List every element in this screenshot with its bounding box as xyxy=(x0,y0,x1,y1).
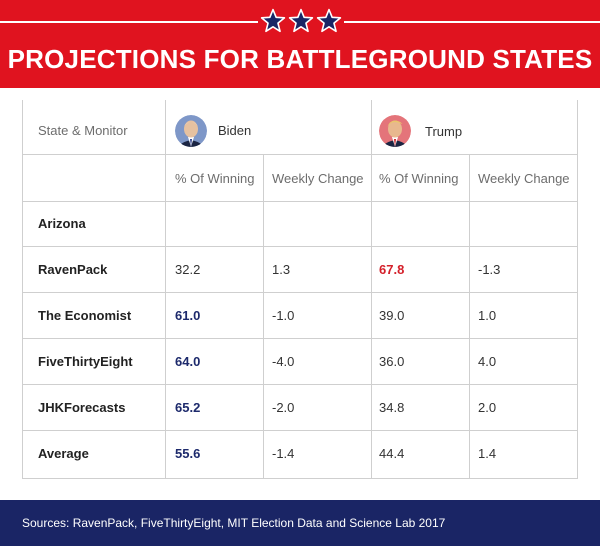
divider-line xyxy=(344,21,600,23)
trump-change-value: 1.0 xyxy=(478,308,497,323)
grid-line xyxy=(165,100,166,479)
sources-text: Sources: RavenPack, FiveThirtyEight, MIT… xyxy=(22,516,446,530)
biden-win-value: 55.6 xyxy=(175,446,201,461)
grid-line xyxy=(22,478,578,479)
biden-win-header: % Of Winning xyxy=(175,171,255,186)
state-monitor-header: State & Monitor xyxy=(38,123,128,138)
grid-line xyxy=(469,154,470,479)
row-label: JHKForecasts xyxy=(38,400,126,415)
biden-change-header: Weekly Change xyxy=(272,171,364,186)
star-icon xyxy=(288,8,314,36)
grid-line xyxy=(22,338,578,339)
footer-bar: Sources: RavenPack, FiveThirtyEight, MIT… xyxy=(0,500,600,546)
trump-change-header: Weekly Change xyxy=(478,171,570,186)
grid-line xyxy=(22,201,578,202)
grid-line xyxy=(22,292,578,293)
row-label: Average xyxy=(38,446,89,461)
biden-change-value: -1.0 xyxy=(272,308,295,323)
trump-win-value: 44.4 xyxy=(379,446,405,461)
biden-change-value: 1.3 xyxy=(272,262,291,277)
grid-line xyxy=(22,384,578,385)
grid-line xyxy=(577,100,578,479)
biden-name: Biden xyxy=(218,123,252,138)
grid-line xyxy=(22,246,578,247)
trump-change-value: 1.4 xyxy=(478,446,497,461)
trump-win-value: 67.8 xyxy=(379,262,405,277)
grid-line xyxy=(22,430,578,431)
grid-line xyxy=(371,100,372,479)
trump-win-value: 39.0 xyxy=(379,308,405,323)
biden-win-value: 61.0 xyxy=(175,308,201,323)
stars-group xyxy=(258,8,344,36)
grid-line xyxy=(263,154,264,479)
biden-change-value: -4.0 xyxy=(272,354,295,369)
row-label: FiveThirtyEight xyxy=(38,354,133,369)
biden-win-value: 65.2 xyxy=(175,400,201,415)
biden-change-value: -2.0 xyxy=(272,400,295,415)
trump-name: Trump xyxy=(425,124,463,139)
trump-win-value: 34.8 xyxy=(379,400,405,415)
row-label: RavenPack xyxy=(38,262,108,277)
trump-avatar xyxy=(379,115,411,147)
biden-change-value: -1.4 xyxy=(272,446,295,461)
grid-line xyxy=(22,100,23,479)
state-label: Arizona xyxy=(38,216,86,231)
stars-band xyxy=(0,0,600,40)
biden-avatar xyxy=(175,115,207,147)
header-banner: PROJECTIONS FOR BATTLEGROUND STATES xyxy=(0,0,600,88)
page-title: PROJECTIONS FOR BATTLEGROUND STATES xyxy=(7,44,593,74)
divider-line xyxy=(0,21,258,23)
trump-change-value: -1.3 xyxy=(478,262,501,277)
trump-change-value: 4.0 xyxy=(478,354,497,369)
row-label: The Economist xyxy=(38,308,132,323)
biden-win-value: 64.0 xyxy=(175,354,201,369)
trump-win-header: % Of Winning xyxy=(379,171,459,186)
biden-win-value: 32.2 xyxy=(175,262,201,277)
trump-win-value: 36.0 xyxy=(379,354,405,369)
trump-change-value: 2.0 xyxy=(478,400,497,415)
star-icon xyxy=(316,8,342,36)
grid-line xyxy=(22,154,578,155)
star-icon xyxy=(260,8,286,36)
